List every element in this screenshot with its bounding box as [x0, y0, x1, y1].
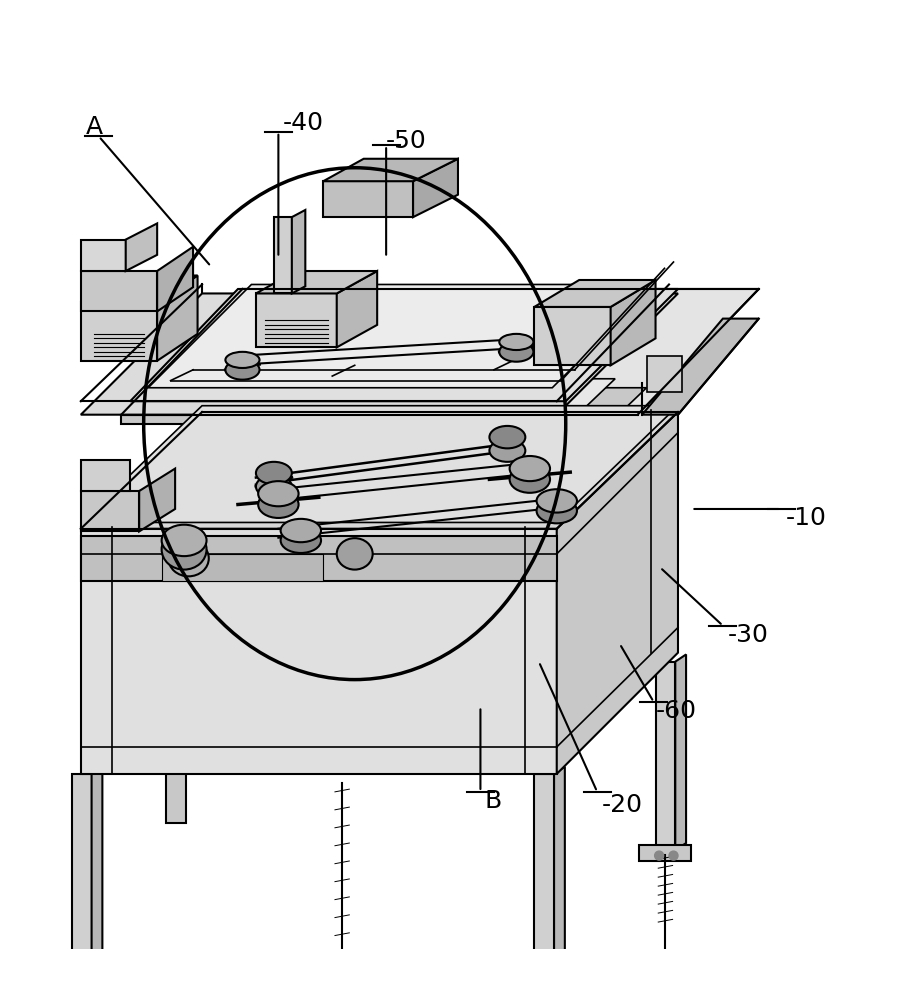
Text: -60: -60: [656, 699, 697, 723]
Ellipse shape: [489, 439, 525, 462]
Ellipse shape: [499, 334, 533, 350]
Polygon shape: [139, 469, 175, 531]
Circle shape: [669, 851, 678, 860]
Polygon shape: [534, 307, 611, 365]
Ellipse shape: [337, 538, 373, 570]
Polygon shape: [292, 210, 305, 293]
Ellipse shape: [489, 426, 525, 448]
Ellipse shape: [536, 489, 577, 513]
Ellipse shape: [281, 519, 321, 542]
Polygon shape: [130, 388, 647, 491]
Polygon shape: [81, 406, 678, 522]
Polygon shape: [554, 767, 565, 962]
Polygon shape: [675, 654, 686, 850]
Text: -20: -20: [602, 793, 643, 817]
Text: -40: -40: [283, 111, 324, 135]
Polygon shape: [126, 223, 157, 271]
Polygon shape: [256, 293, 337, 347]
Polygon shape: [81, 302, 157, 361]
Polygon shape: [130, 289, 678, 401]
Polygon shape: [157, 275, 198, 361]
Polygon shape: [81, 412, 678, 529]
Circle shape: [331, 972, 340, 981]
Polygon shape: [274, 217, 292, 293]
Ellipse shape: [259, 491, 298, 518]
Polygon shape: [316, 966, 368, 982]
Text: -30: -30: [727, 623, 769, 647]
Ellipse shape: [225, 352, 260, 368]
Polygon shape: [121, 289, 759, 415]
Polygon shape: [81, 275, 198, 302]
Polygon shape: [121, 415, 638, 424]
Polygon shape: [148, 284, 656, 388]
Polygon shape: [639, 845, 691, 861]
Ellipse shape: [256, 462, 292, 484]
Polygon shape: [72, 774, 92, 962]
Text: -50: -50: [386, 129, 427, 153]
Circle shape: [71, 963, 80, 972]
Ellipse shape: [225, 360, 260, 380]
Ellipse shape: [281, 528, 321, 553]
Polygon shape: [656, 662, 675, 850]
Polygon shape: [642, 319, 759, 415]
Polygon shape: [518, 957, 570, 973]
Ellipse shape: [509, 466, 550, 493]
Polygon shape: [81, 293, 678, 415]
Polygon shape: [647, 971, 684, 987]
Text: B: B: [485, 789, 502, 813]
Circle shape: [548, 963, 557, 972]
Circle shape: [655, 851, 664, 860]
Ellipse shape: [162, 529, 207, 570]
Polygon shape: [534, 774, 554, 962]
Polygon shape: [647, 356, 682, 392]
Polygon shape: [256, 271, 377, 293]
Circle shape: [346, 972, 355, 981]
Polygon shape: [92, 767, 102, 962]
Polygon shape: [157, 247, 193, 311]
Ellipse shape: [536, 498, 577, 523]
Ellipse shape: [169, 540, 208, 576]
Polygon shape: [81, 536, 557, 581]
Polygon shape: [162, 554, 323, 581]
Polygon shape: [413, 159, 458, 217]
Ellipse shape: [259, 481, 298, 506]
Polygon shape: [323, 159, 458, 181]
Ellipse shape: [162, 525, 207, 556]
Polygon shape: [323, 181, 413, 217]
Polygon shape: [81, 410, 678, 527]
Polygon shape: [81, 527, 557, 774]
Text: -10: -10: [786, 506, 827, 530]
Polygon shape: [534, 280, 656, 307]
Polygon shape: [337, 271, 377, 347]
Ellipse shape: [256, 475, 292, 498]
Circle shape: [533, 963, 542, 972]
Polygon shape: [611, 280, 656, 365]
Polygon shape: [557, 410, 678, 774]
Text: A: A: [85, 115, 102, 139]
Polygon shape: [166, 671, 186, 823]
Polygon shape: [81, 460, 130, 491]
Polygon shape: [81, 491, 139, 531]
Ellipse shape: [509, 456, 550, 481]
Ellipse shape: [499, 342, 533, 362]
Polygon shape: [81, 271, 157, 311]
Polygon shape: [153, 379, 615, 478]
Polygon shape: [81, 240, 126, 271]
Circle shape: [85, 963, 94, 972]
Polygon shape: [56, 957, 108, 973]
